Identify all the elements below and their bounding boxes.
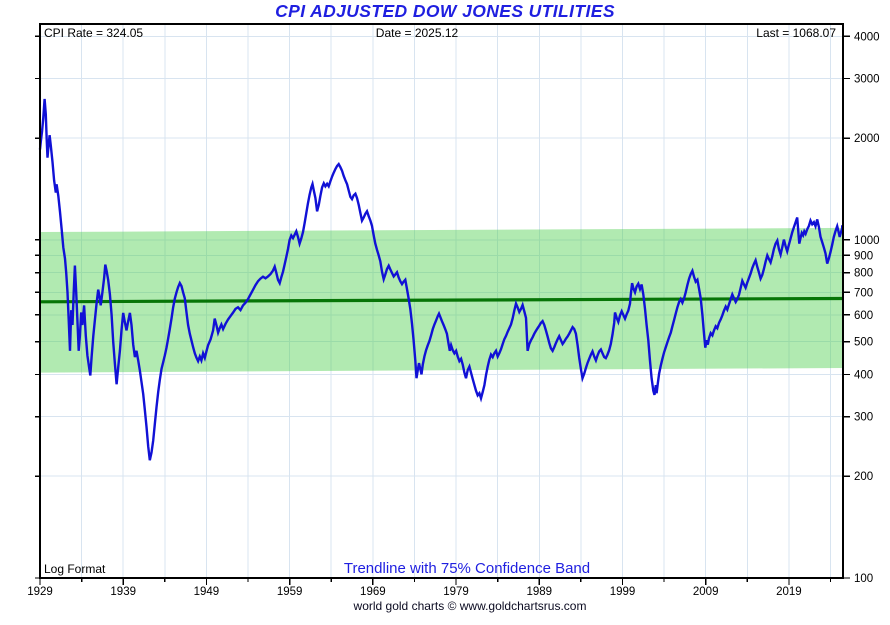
x-tick-label: 1929 (27, 586, 53, 598)
last-value-annotation: Last = 1068.07 (756, 26, 836, 40)
y-tick-label: 2000 (854, 133, 880, 145)
x-tick-label: 2009 (693, 586, 719, 598)
y-tick-label: 700 (854, 287, 873, 299)
axis-labels: 100 200 300 400 500 600 700 800 900 1000 2000 3000 4… (27, 31, 879, 598)
y-tick-label: 100 (854, 573, 873, 585)
y-tick-label: 1000 (854, 235, 880, 247)
x-tick-label: 1959 (277, 586, 303, 598)
plot-border (39, 23, 844, 579)
y-tick-label: 500 (854, 337, 873, 349)
y-tick-label: 3000 (854, 74, 880, 86)
y-tick-label: 400 (854, 369, 873, 381)
x-tick-label: 1939 (110, 586, 136, 598)
y-tick-label: 300 (854, 412, 873, 424)
x-tick-label: 1989 (526, 586, 552, 598)
x-tick-label: 1969 (360, 586, 386, 598)
x-tick-label: 2019 (776, 586, 802, 598)
x-tick-label: 1949 (194, 586, 220, 598)
x-tick-label: 1979 (443, 586, 469, 598)
log-scale-note: Log Format (44, 562, 106, 576)
y-tick-label: 200 (854, 471, 873, 483)
x-tick-label: 1999 (610, 586, 636, 598)
trendline-note: Trendline with 75% Confidence Band (343, 560, 591, 577)
cpi-rate-annotation: CPI Rate = 324.05 (44, 26, 144, 40)
axis-ticks (35, 35, 850, 585)
y-tick-label: 600 (854, 310, 873, 322)
y-tick-label: 4000 (854, 31, 880, 43)
chart-title: CPI ADJUSTED DOW JONES UTILITIES (275, 1, 615, 21)
y-tick-label: 800 (854, 268, 873, 280)
source-credit: world gold charts © www.goldchartsrus.co… (353, 599, 587, 613)
date-annotation: Date = 2025.12 (375, 26, 459, 40)
price-line (38, 98, 844, 461)
y-tick-label: 900 (854, 250, 873, 262)
